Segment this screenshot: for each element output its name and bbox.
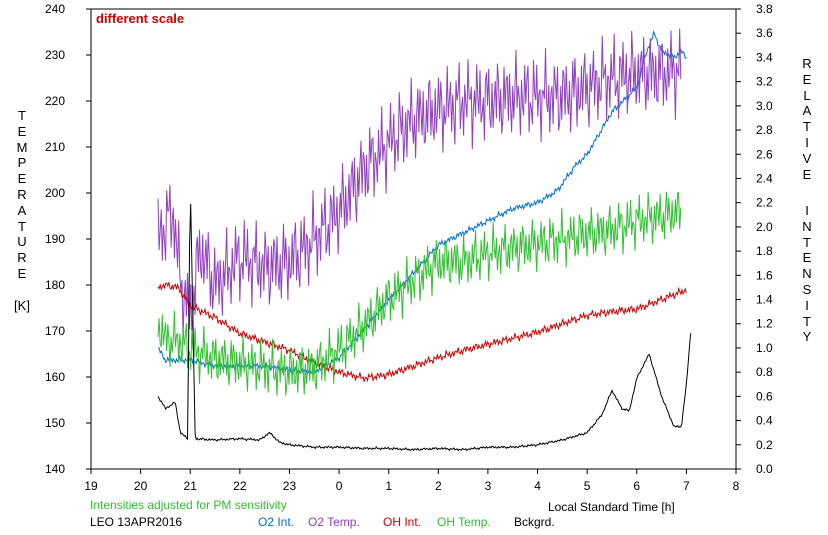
axis-title-letter: R	[17, 250, 27, 266]
axis-title-letter: I	[805, 134, 809, 150]
series-line-oh-int	[157, 282, 687, 383]
x-tick-label: 20	[134, 479, 148, 493]
series-line-bckgrd	[157, 203, 692, 452]
left-tick-label: 190	[45, 232, 65, 246]
series-line-o2-temp	[157, 28, 682, 339]
left-tick-label: 230	[45, 48, 65, 62]
axis-title-letter: Y	[802, 329, 812, 345]
axis-title-letter: E	[802, 166, 812, 182]
right-tick-label: 2.8	[756, 123, 773, 137]
right-tick-label: 1.6	[756, 268, 773, 282]
axis-title-letter: T	[18, 218, 26, 234]
x-tick-label: 7	[683, 479, 690, 493]
right-tick-label: 0.8	[756, 365, 773, 379]
axis-title-letter: I	[805, 203, 809, 218]
axis-title-letter: T	[803, 234, 811, 250]
axis-title-letter: E	[17, 265, 27, 281]
series-line-oh-temp	[157, 191, 682, 396]
right-tick-label: 0.6	[756, 389, 773, 403]
x-tick-label: 21	[184, 479, 198, 493]
x-tick-label: 8	[733, 479, 740, 493]
legend-item: OH Temp.	[437, 515, 491, 529]
right-tick-label: 0.0	[756, 462, 773, 476]
right-tick-label: 2.6	[756, 147, 773, 161]
right-tick-label: 3.0	[756, 99, 773, 113]
left-tick-label: 180	[45, 278, 65, 292]
axis-title-letter: I	[805, 297, 809, 313]
axis-title-letter: P	[17, 155, 27, 171]
axis-title-letter: E	[802, 250, 812, 266]
axis-title-letter: U	[17, 234, 27, 250]
axis-title-letter: E	[802, 71, 812, 87]
sensitivity-note: Intensities adjusted for PM sensitivity	[90, 498, 287, 512]
scale-note: different scale	[96, 11, 184, 26]
x-tick-label: 4	[534, 479, 541, 493]
legend-item: OH Int.	[383, 515, 422, 529]
right-tick-label: 0.2	[756, 438, 773, 452]
axis-title-letter: N	[802, 266, 812, 282]
axis-title-letter: N	[802, 218, 812, 234]
axis-title-gap	[12, 282, 32, 298]
axis-title-letter: E	[17, 123, 27, 139]
right-tick-label: 2.4	[756, 171, 773, 185]
right-tick-label: 2.2	[756, 196, 773, 210]
x-tick-label: 0	[336, 479, 343, 493]
right-tick-label: 1.0	[756, 341, 773, 355]
x-tick-label: 3	[485, 479, 492, 493]
x-tick-label: 2	[435, 479, 442, 493]
x-tick-label: 22	[233, 479, 247, 493]
left-tick-label: 150	[45, 416, 65, 430]
axis-title-letter: T	[803, 119, 811, 135]
legend-item: O2 Int.	[258, 515, 295, 529]
right-tick-label: 3.4	[756, 50, 773, 64]
axis-unit: [K]	[14, 297, 30, 313]
right-tick-label: 3.8	[756, 2, 773, 16]
left-tick-label: 220	[45, 94, 65, 108]
axis-title-letter: A	[802, 103, 812, 119]
axis-title-letter: M	[16, 139, 28, 155]
axis-title-letter: T	[803, 313, 811, 329]
axis-title-letter: T	[18, 108, 26, 123]
x-tick-label: 6	[633, 479, 640, 493]
left-tick-label: 170	[45, 324, 65, 338]
x-axis-title: Local Standard Time [h]	[548, 500, 675, 514]
right-tick-label: 2.0	[756, 220, 773, 234]
axis-title-letter: R	[802, 56, 812, 71]
axis-title-letter: A	[17, 202, 27, 218]
x-tick-label: 23	[283, 479, 297, 493]
right-tick-label: 3.2	[756, 75, 773, 89]
right-tick-label: 0.4	[756, 414, 773, 428]
left-tick-label: 200	[45, 186, 65, 200]
x-tick-label: 19	[84, 479, 98, 493]
axis-title-letter: L	[803, 87, 811, 103]
right-tick-label: 3.6	[756, 26, 773, 40]
left-tick-label: 210	[45, 140, 65, 154]
right-tick-label: 1.4	[756, 293, 773, 307]
axis-title-letter: E	[17, 171, 27, 187]
axis-title-letter: V	[802, 150, 812, 166]
axis-title-letter: R	[17, 186, 27, 202]
axis-title-letter: S	[802, 281, 812, 297]
x-tick-label: 1	[385, 479, 392, 493]
left-tick-label: 140	[45, 462, 65, 476]
left-tick-label: 160	[45, 370, 65, 384]
right-tick-label: 1.8	[756, 244, 773, 258]
legend-item: O2 Temp.	[308, 515, 360, 529]
x-tick-label: 5	[584, 479, 591, 493]
left-tick-label: 240	[45, 2, 65, 16]
right-tick-label: 1.2	[756, 317, 773, 331]
station-date: LEO 13APR2016	[90, 515, 183, 529]
legend-item: Bckgrd.	[514, 515, 555, 529]
